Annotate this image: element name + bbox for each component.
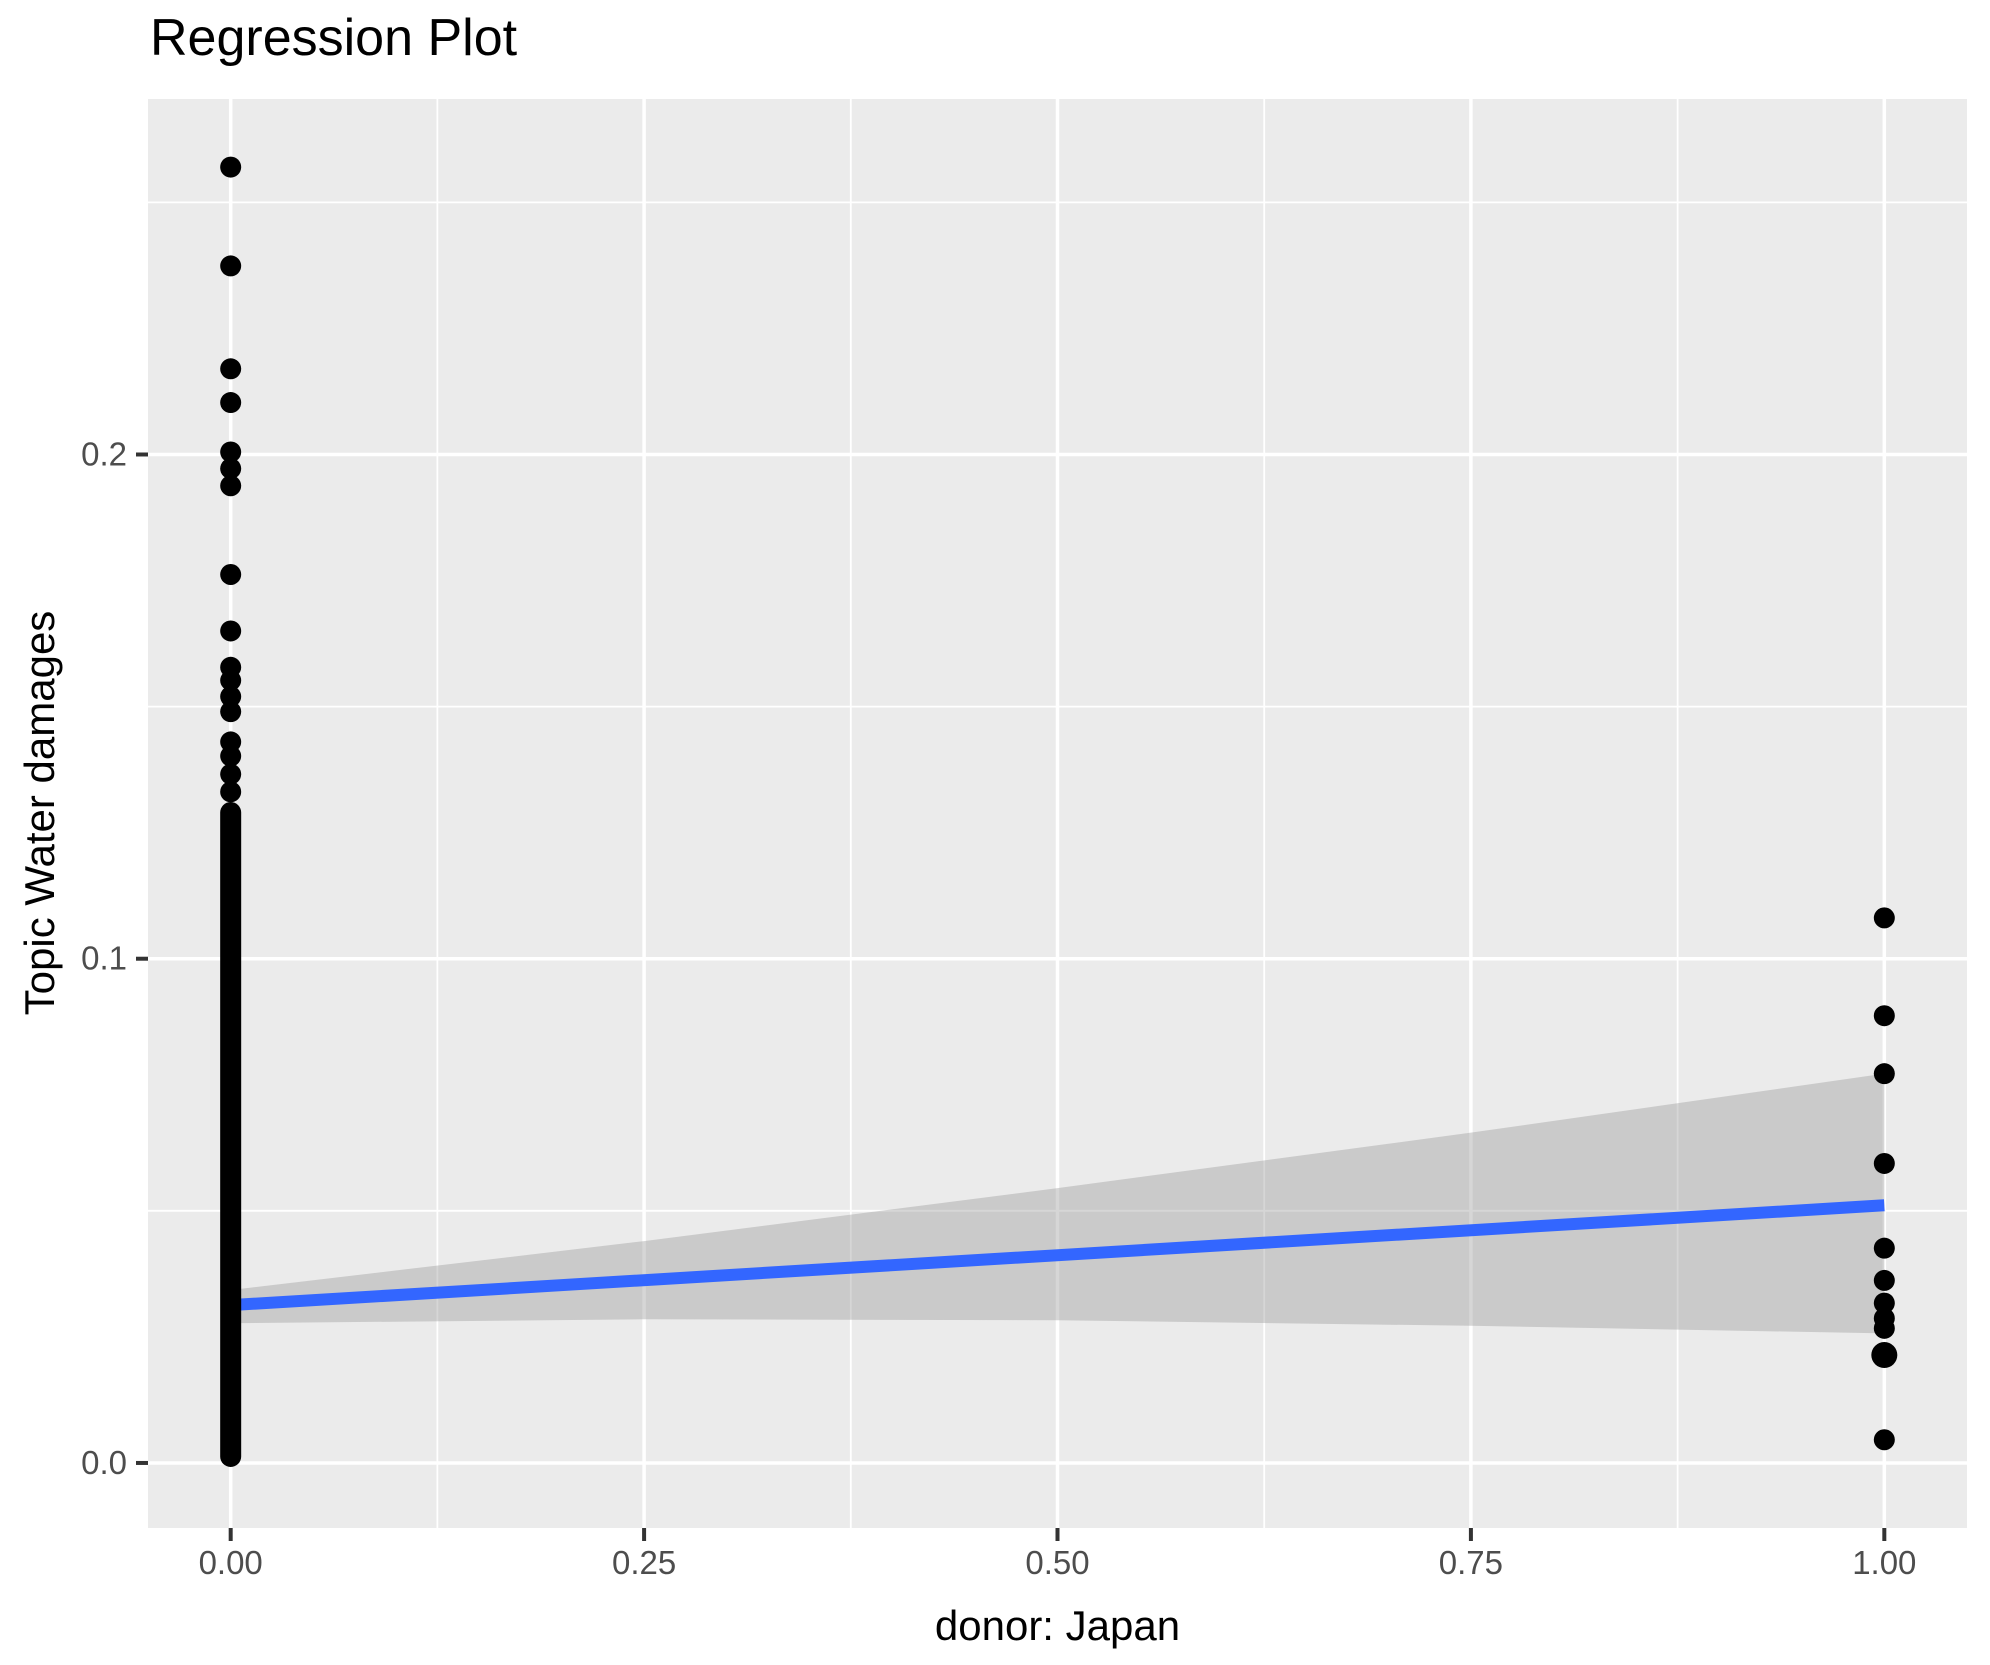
scatter-point [220,686,242,708]
x-tick-label: 0.50 [1025,1544,1089,1581]
confidence-band [230,1073,1885,1334]
scatter-point [220,458,242,480]
regression-line [230,1199,1885,1312]
scatter-point [1873,1292,1895,1314]
y-tick-label: 0.1 [81,940,127,977]
scatter-point [220,358,242,380]
scatter-point [220,620,242,642]
x-tick-label: 0.25 [612,1544,676,1581]
scatter-point [220,781,242,803]
scatter-point [220,255,242,277]
y-axis-title: Topic Water damages [16,610,63,1016]
scatter-point [220,745,242,767]
scatter-point [1871,1342,1898,1369]
scatter-point [220,701,242,723]
dense-point-column [220,801,242,1467]
x-tick-label: 0.00 [199,1544,263,1581]
scatter-point [1873,1152,1895,1174]
scatter-point [1873,1429,1895,1451]
scatter-point [220,475,242,497]
scatter-point [220,441,242,463]
scatter-point [1873,907,1895,929]
plot-title: Regression Plot [150,9,518,67]
scatter-point [220,763,242,785]
scatter-point [220,392,242,414]
x-tick-label: 0.75 [1439,1544,1503,1581]
scatter-point [1873,1317,1895,1339]
scatter-point [220,156,242,178]
scatter-point [1873,1269,1895,1291]
scatter-point [220,563,242,585]
y-tick-label: 0.0 [81,1444,127,1481]
scatter-point [1873,1237,1895,1259]
scatter-point [220,669,242,691]
y-tick-label: 0.2 [81,435,127,472]
scatter-point [1873,1005,1895,1027]
x-tick-label: 1.00 [1852,1544,1916,1581]
x-axis-title: donor: Japan [934,1602,1181,1649]
scatter-point [1873,1063,1895,1085]
